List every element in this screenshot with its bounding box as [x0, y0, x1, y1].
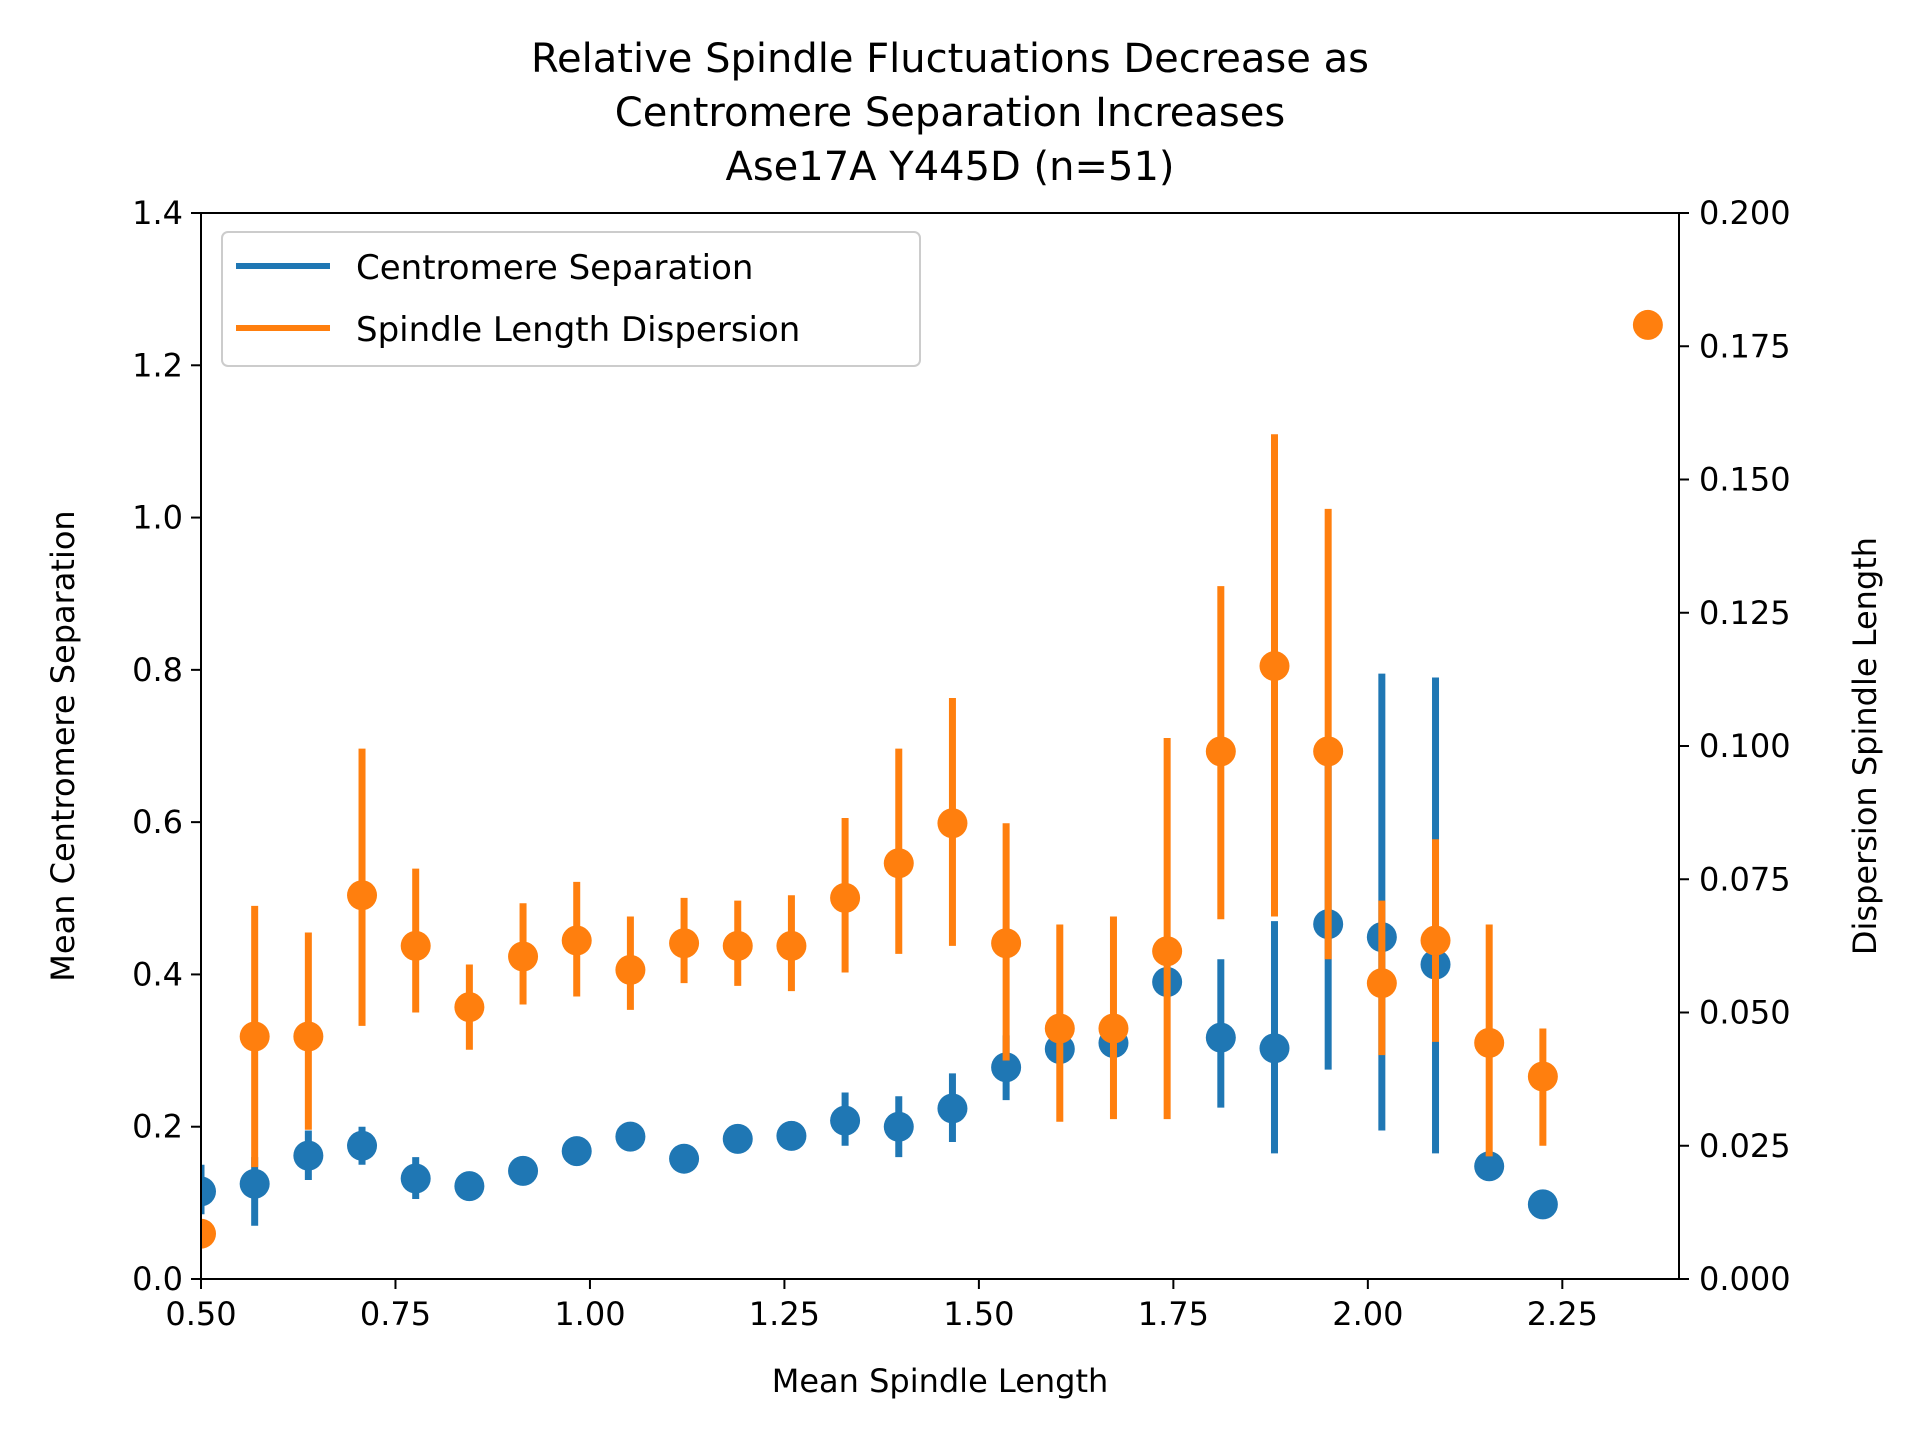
left-y-tick-label: 0.8: [132, 651, 183, 689]
series-spindle-length-dispersion: [201, 309, 1663, 1249]
point-centromere-separation: [937, 1093, 968, 1124]
legend-label-spindle-length-dispersion: Spindle Length Dispersion: [356, 310, 800, 350]
point-spindle-length-dispersion: [201, 1218, 216, 1249]
point-spindle-length-dispersion: [1420, 925, 1451, 956]
left-y-tick-label: 0.4: [132, 955, 183, 993]
point-centromere-separation: [293, 1140, 324, 1171]
left-y-tick-label: 1.4: [132, 194, 183, 232]
series-centromere-separation: [201, 673, 1558, 1226]
title-line-2: Centromere Separation Increases: [615, 90, 1285, 136]
right-y-axis-label: Dispersion Spindle Length: [1846, 537, 1884, 955]
point-spindle-length-dispersion: [1044, 1013, 1075, 1044]
left-y-tick-label: 0.6: [132, 803, 183, 841]
right-y-axis-ticks: 0.000 0.025 0.050 0.075 0.100 0.125 0.150 0.175…: [1679, 194, 1791, 1298]
x-tick-label: 0.50: [165, 1295, 236, 1333]
point-centromere-separation: [1474, 1151, 1505, 1182]
point-centromere-separation: [454, 1171, 485, 1202]
right-y-tick-label: 0.075: [1699, 860, 1791, 898]
left-y-tick-label: 0.2: [132, 1108, 183, 1146]
point-spindle-length-dispersion: [722, 930, 753, 961]
point-centromere-separation: [991, 1052, 1022, 1083]
point-spindle-length-dispersion: [347, 880, 378, 911]
left-y-axis-label: Mean Centromere Separation: [44, 510, 82, 981]
point-centromere-separation: [508, 1155, 539, 1186]
legend: Centromere Separation Spindle Length Dis…: [221, 231, 921, 367]
point-spindle-length-dispersion: [669, 928, 700, 959]
x-tick-label: 0.75: [360, 1295, 431, 1333]
point-spindle-length-dispersion: [1259, 651, 1290, 682]
point-spindle-length-dispersion: [883, 848, 914, 879]
point-spindle-length-dispersion: [508, 941, 539, 972]
right-y-tick-label: 0.025: [1699, 1127, 1791, 1165]
left-y-axis-ticks: 0.0 0.2 0.4 0.6 0.8 1.0 1.2 1.4: [132, 194, 201, 1298]
point-centromere-separation: [201, 1176, 216, 1207]
point-spindle-length-dispersion: [1632, 309, 1663, 340]
right-y-tick-label: 0.050: [1699, 994, 1791, 1032]
point-spindle-length-dispersion: [937, 808, 968, 839]
left-y-tick-label: 1.0: [132, 499, 183, 537]
x-tick-label: 2.00: [1332, 1295, 1403, 1333]
point-spindle-length-dispersion: [400, 930, 431, 961]
point-spindle-length-dispersion: [561, 925, 592, 956]
legend-label-centromere-separation: Centromere Separation: [356, 248, 753, 288]
legend-box: [221, 231, 921, 367]
point-spindle-length-dispersion: [1366, 968, 1397, 999]
plot-marks: [201, 309, 1663, 1249]
x-axis-ticks: 0.50 0.75 1.00 1.25 1.50 1.75 2.00 2.25: [165, 1279, 1598, 1333]
point-centromere-separation: [347, 1130, 378, 1161]
point-centromere-separation: [1259, 1033, 1290, 1064]
x-axis-label: Mean Spindle Length: [772, 1362, 1109, 1400]
x-tick-label: 1.50: [943, 1295, 1014, 1333]
point-centromere-separation: [239, 1168, 270, 1199]
point-centromere-separation: [830, 1105, 861, 1136]
point-centromere-separation: [400, 1163, 431, 1194]
x-tick-label: 2.25: [1527, 1295, 1598, 1333]
plot-frame: [200, 212, 1680, 1280]
point-centromere-separation: [615, 1121, 646, 1152]
point-spindle-length-dispersion: [615, 954, 646, 985]
left-y-tick-label: 0.0: [132, 1260, 183, 1298]
point-spindle-length-dispersion: [239, 1021, 270, 1052]
point-spindle-length-dispersion: [1313, 736, 1344, 767]
point-spindle-length-dispersion: [1474, 1027, 1505, 1058]
x-tick-label: 1.00: [554, 1295, 625, 1333]
x-tick-label: 1.25: [749, 1295, 820, 1333]
chart-title: Relative Spindle Fluctuations Decrease a…: [531, 36, 1369, 190]
right-y-tick-label: 0.200: [1699, 194, 1791, 232]
point-centromere-separation: [883, 1111, 914, 1142]
right-y-tick-label: 0.175: [1699, 327, 1791, 365]
title-line-3: Ase17A Y445D (n=51): [725, 144, 1174, 190]
point-spindle-length-dispersion: [1152, 936, 1183, 967]
title-line-1: Relative Spindle Fluctuations Decrease a…: [531, 36, 1369, 82]
right-y-tick-label: 0.100: [1699, 727, 1791, 765]
point-spindle-length-dispersion: [1205, 736, 1236, 767]
left-y-tick-label: 1.2: [132, 346, 183, 384]
point-centromere-separation: [1205, 1022, 1236, 1053]
point-centromere-separation: [669, 1143, 700, 1174]
right-y-tick-label: 0.150: [1699, 461, 1791, 499]
point-centromere-separation: [776, 1120, 807, 1151]
point-spindle-length-dispersion: [776, 930, 807, 961]
point-spindle-length-dispersion: [1098, 1013, 1129, 1044]
x-tick-label: 1.75: [1138, 1295, 1209, 1333]
right-y-tick-label: 0.000: [1699, 1260, 1791, 1298]
right-y-tick-label: 0.125: [1699, 594, 1791, 632]
point-centromere-separation: [1527, 1189, 1558, 1220]
point-spindle-length-dispersion: [293, 1021, 324, 1052]
point-centromere-separation: [722, 1123, 753, 1154]
point-centromere-separation: [561, 1136, 592, 1167]
point-spindle-length-dispersion: [454, 992, 485, 1023]
point-spindle-length-dispersion: [1527, 1061, 1558, 1092]
point-spindle-length-dispersion: [991, 928, 1022, 959]
point-spindle-length-dispersion: [830, 882, 861, 913]
